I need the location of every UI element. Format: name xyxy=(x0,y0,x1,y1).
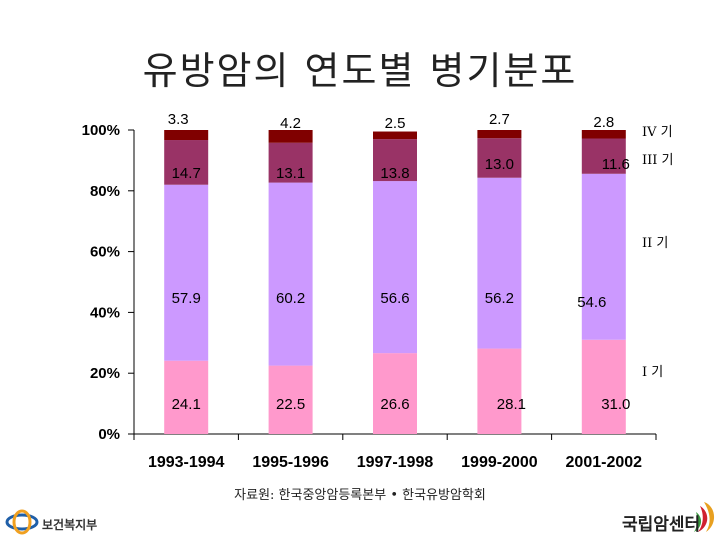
data-label-stage1: 22.5 xyxy=(276,396,305,413)
y-tick-label: 100% xyxy=(82,122,120,139)
y-tick-label: 20% xyxy=(90,365,120,382)
bar-segment-3 xyxy=(581,138,626,174)
data-label-stage3: 14.7 xyxy=(172,165,201,182)
x-category-label: 1997-1998 xyxy=(357,454,434,471)
data-label-stage1: 24.1 xyxy=(172,396,201,413)
x-category-label: 1999-2000 xyxy=(461,454,538,471)
chart-title: 유방암의 연도별 병기분포 xyxy=(142,49,578,93)
x-category-label: 1993-1994 xyxy=(148,454,225,471)
bar-segment-2 xyxy=(581,173,626,340)
bar-segment-3 xyxy=(164,140,209,185)
data-label-stage4: 2.5 xyxy=(385,115,406,132)
bar-segment-1 xyxy=(373,353,417,434)
data-label-stage4: 3.3 xyxy=(168,111,189,128)
bar-segment-4 xyxy=(164,130,209,141)
x-category-label: 1995-1996 xyxy=(252,454,329,471)
data-label-stage3: 13.0 xyxy=(485,156,514,173)
source-note: 자료원: 한국중앙암등록본부 • 한국유방암학회 xyxy=(234,488,486,503)
legend-label-stage4: IV 기 xyxy=(642,125,673,140)
legend-label-stage1: I 기 xyxy=(642,365,663,380)
bar-segment-4 xyxy=(268,130,313,143)
data-label-stage2: 60.2 xyxy=(276,290,305,307)
bar-segment-1 xyxy=(477,348,522,434)
data-label-stage4: 2.7 xyxy=(489,111,510,128)
legend-label-stage2: II 기 xyxy=(642,236,668,251)
bar-segment-4 xyxy=(373,131,417,140)
data-label-stage1: 31.0 xyxy=(601,396,630,413)
ministry-logo-icon xyxy=(5,509,39,535)
bar-segment-3 xyxy=(268,142,313,183)
cancer-center-logo-label: 국립암센터 xyxy=(622,515,701,535)
y-tick-label: 0% xyxy=(98,426,120,443)
bar-segment-3 xyxy=(373,139,417,182)
data-label-stage4: 4.2 xyxy=(280,115,301,132)
data-label-stage2: 57.9 xyxy=(172,290,201,307)
bar-segment-4 xyxy=(581,130,626,139)
data-label-stage4: 2.8 xyxy=(593,114,614,131)
data-label-stage2: 56.2 xyxy=(485,290,514,307)
y-tick-label: 80% xyxy=(90,183,120,200)
bar-segment-1 xyxy=(268,365,313,434)
bar-segment-2 xyxy=(268,182,313,366)
data-label-stage3: 11.6 xyxy=(602,156,630,173)
data-label-stage3: 13.1 xyxy=(276,165,305,182)
bar-segment-1 xyxy=(581,339,626,434)
bar-segment-1 xyxy=(164,360,209,434)
bar-segment-3 xyxy=(477,138,522,178)
bar-segment-2 xyxy=(477,177,522,349)
ministry-logo-label: 보건복지부 xyxy=(42,518,98,532)
data-label-stage2: 56.6 xyxy=(380,290,409,307)
x-category-label: 2001-2002 xyxy=(566,454,643,471)
bar-segment-4 xyxy=(477,130,522,139)
bar-segment-2 xyxy=(164,184,209,361)
data-label-stage3: 13.8 xyxy=(380,165,409,182)
cancer-center-logo-icon xyxy=(694,502,715,532)
y-tick-label: 60% xyxy=(90,244,120,261)
legend-label-stage3: III 기 xyxy=(642,153,674,168)
y-tick-label: 40% xyxy=(90,304,120,321)
data-label-stage2: 54.6 xyxy=(577,294,606,311)
data-label-stage1: 28.1 xyxy=(497,396,526,413)
data-label-stage1: 26.6 xyxy=(380,396,409,413)
bar-segment-2 xyxy=(373,181,417,354)
